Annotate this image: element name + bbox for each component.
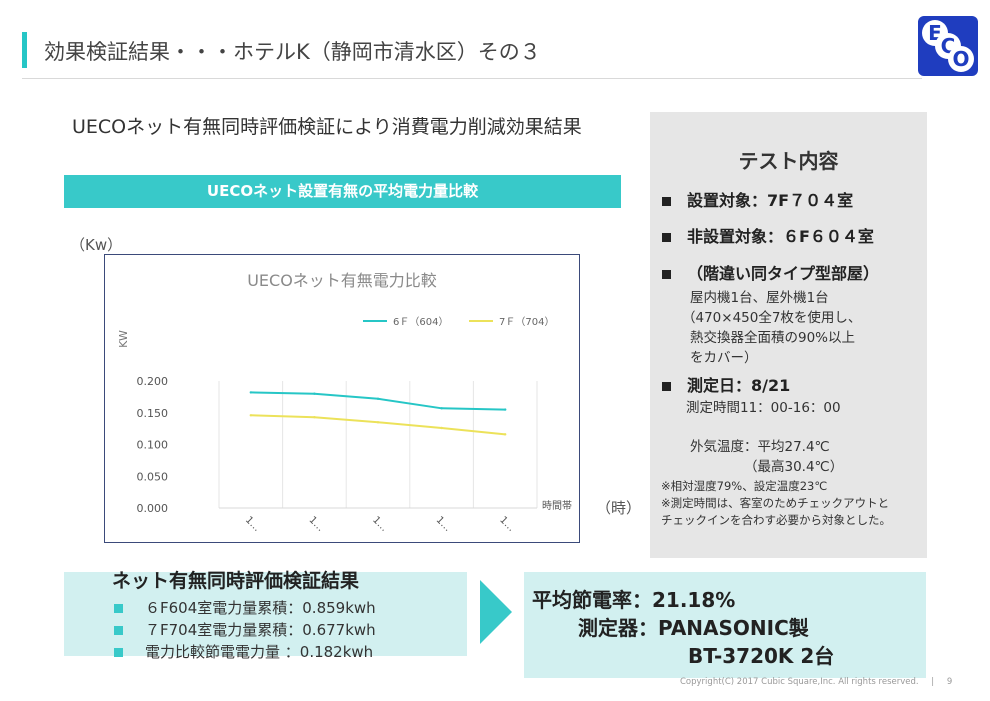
room-type-text: （階違い同タイプ型部屋） [687, 264, 880, 283]
equipment-line-2: （470×450全7枚を使用し、 [682, 310, 862, 326]
title-accent-bar [22, 32, 27, 68]
x-axis-label: 時間帯 [542, 499, 572, 512]
chart-title: UECOネット有無電力比較 [247, 271, 437, 290]
equipment-line-1: 屋内機1台、屋外機1台 [690, 290, 829, 306]
data-point [504, 433, 507, 436]
panel-heading: テスト内容 [738, 149, 839, 173]
square-bullet-icon [114, 648, 123, 657]
footer-separator: | [931, 677, 935, 687]
measuring-device: 測定器：PANASONIC製 [578, 616, 809, 640]
right-arrow-icon [480, 580, 512, 644]
test-details-panel [650, 112, 927, 558]
data-point [249, 414, 252, 417]
result-item: ６F604室電力量累積：0.859kwh [114, 597, 376, 618]
summary-box [524, 572, 926, 678]
data-point [313, 415, 316, 419]
non-install-target-text: 非設置対象：６F６０４室 [687, 227, 874, 246]
y-tick-label: 0.100 [137, 439, 169, 452]
bullet-icon [662, 270, 671, 279]
measure-date: 測定日：8/21 [662, 372, 790, 396]
data-point [440, 407, 443, 410]
x-tick-label: 1… [243, 515, 262, 534]
data-point [313, 392, 316, 395]
measure-date-text: 測定日：8/21 [687, 376, 791, 395]
saving-rate: 平均節電率：21.18% [532, 588, 736, 612]
install-target: 設置対象：7F７０４室 [662, 187, 853, 211]
copyright-text: Copyright(C) 2017 Cubic Square,Inc. All … [680, 677, 919, 687]
chart-banner: UECOネット設置有無の平均電力量比較 [64, 175, 621, 208]
line-chart: UECOネット有無電力比較 KW 0.200 0.150 0.100 0.050 0.000… [117, 271, 572, 534]
data-point [249, 391, 252, 394]
y-tick-label: 0.150 [137, 407, 169, 420]
page-number: 9 [946, 677, 953, 687]
eco-logo: E C O [918, 16, 978, 76]
bullet-icon [662, 382, 671, 391]
max-temp: （最高30.4℃） [744, 459, 844, 475]
y-axis-label: KW [117, 330, 130, 348]
series-line [250, 414, 506, 436]
result-box [64, 572, 467, 656]
result-item-text: 電力比較節電電力量 ：0.182kwh [145, 643, 374, 661]
x-tick-label: 1… [306, 515, 325, 534]
logo-letter-o: O [948, 46, 974, 72]
outdoor-temp: 外気温度：平均27.4℃ [690, 439, 830, 455]
legend-label: 6Ｆ（604） [393, 316, 448, 328]
note-time-2: チェックインを合わす必要から対象とした。 [661, 513, 891, 527]
device-model: BT-3720K 2台 [688, 644, 835, 668]
y-tick-label: 0.200 [137, 375, 169, 388]
result-item-text: ６F604室電力量累積：0.859kwh [145, 599, 376, 617]
data-point [376, 421, 380, 424]
note-time-1: ※測定時間は、客室のためチェックアウトと [661, 496, 890, 510]
data-point [504, 408, 507, 411]
bullet-icon [662, 233, 671, 242]
footer: Copyright(C) 2017 Cubic Square,Inc. All … [680, 677, 952, 687]
equipment-line-3: 熱交換器全面積の90%以上 [690, 330, 856, 346]
measure-time: 測定時間11：00-16：00 [686, 400, 841, 416]
y-tick-label: 0.000 [137, 502, 169, 515]
kw-unit-label: （Kw） [70, 236, 123, 254]
data-point [376, 397, 380, 400]
data-point [440, 426, 443, 430]
non-install-target: 非設置対象：６F６０４室 [662, 223, 874, 247]
time-unit-label: （時） [596, 499, 642, 517]
legend-label: 7Ｆ（704） [499, 316, 554, 328]
equipment-line-4: をカバー） [690, 350, 758, 366]
slide-subtitle: UECOネット有無同時評価検証により消費電力削減効果結果 [72, 116, 582, 138]
bullet-icon [662, 197, 671, 206]
result-item: 電力比較節電電力量 ：0.182kwh [114, 641, 373, 662]
x-tick-label: 1… [497, 515, 516, 534]
x-tick-label: 1… [370, 515, 389, 534]
install-target-text: 設置対象：7F７０４室 [687, 191, 854, 210]
line-chart-frame: UECOネット有無電力比較 KW 0.200 0.150 0.100 0.050 0.000… [104, 254, 580, 543]
result-item-text: ７F704室電力量累積：0.677kwh [145, 621, 376, 639]
title-divider [22, 78, 922, 79]
square-bullet-icon [114, 604, 123, 613]
square-bullet-icon [114, 626, 123, 635]
result-title: ネット有無同時評価検証結果 [112, 570, 360, 592]
room-type-note: （階違い同タイプ型部屋） [662, 260, 879, 284]
page-title: 効果検証結果・・・ホテルK（静岡市清水区）その３ [44, 40, 541, 64]
result-item: ７F704室電力量累積：0.677kwh [114, 619, 376, 640]
y-tick-label: 0.050 [137, 470, 169, 483]
note-humidity: ※相対湿度79%、設定温度23℃ [661, 479, 828, 493]
x-tick-label: 1… [434, 515, 453, 534]
series-line [250, 391, 506, 411]
